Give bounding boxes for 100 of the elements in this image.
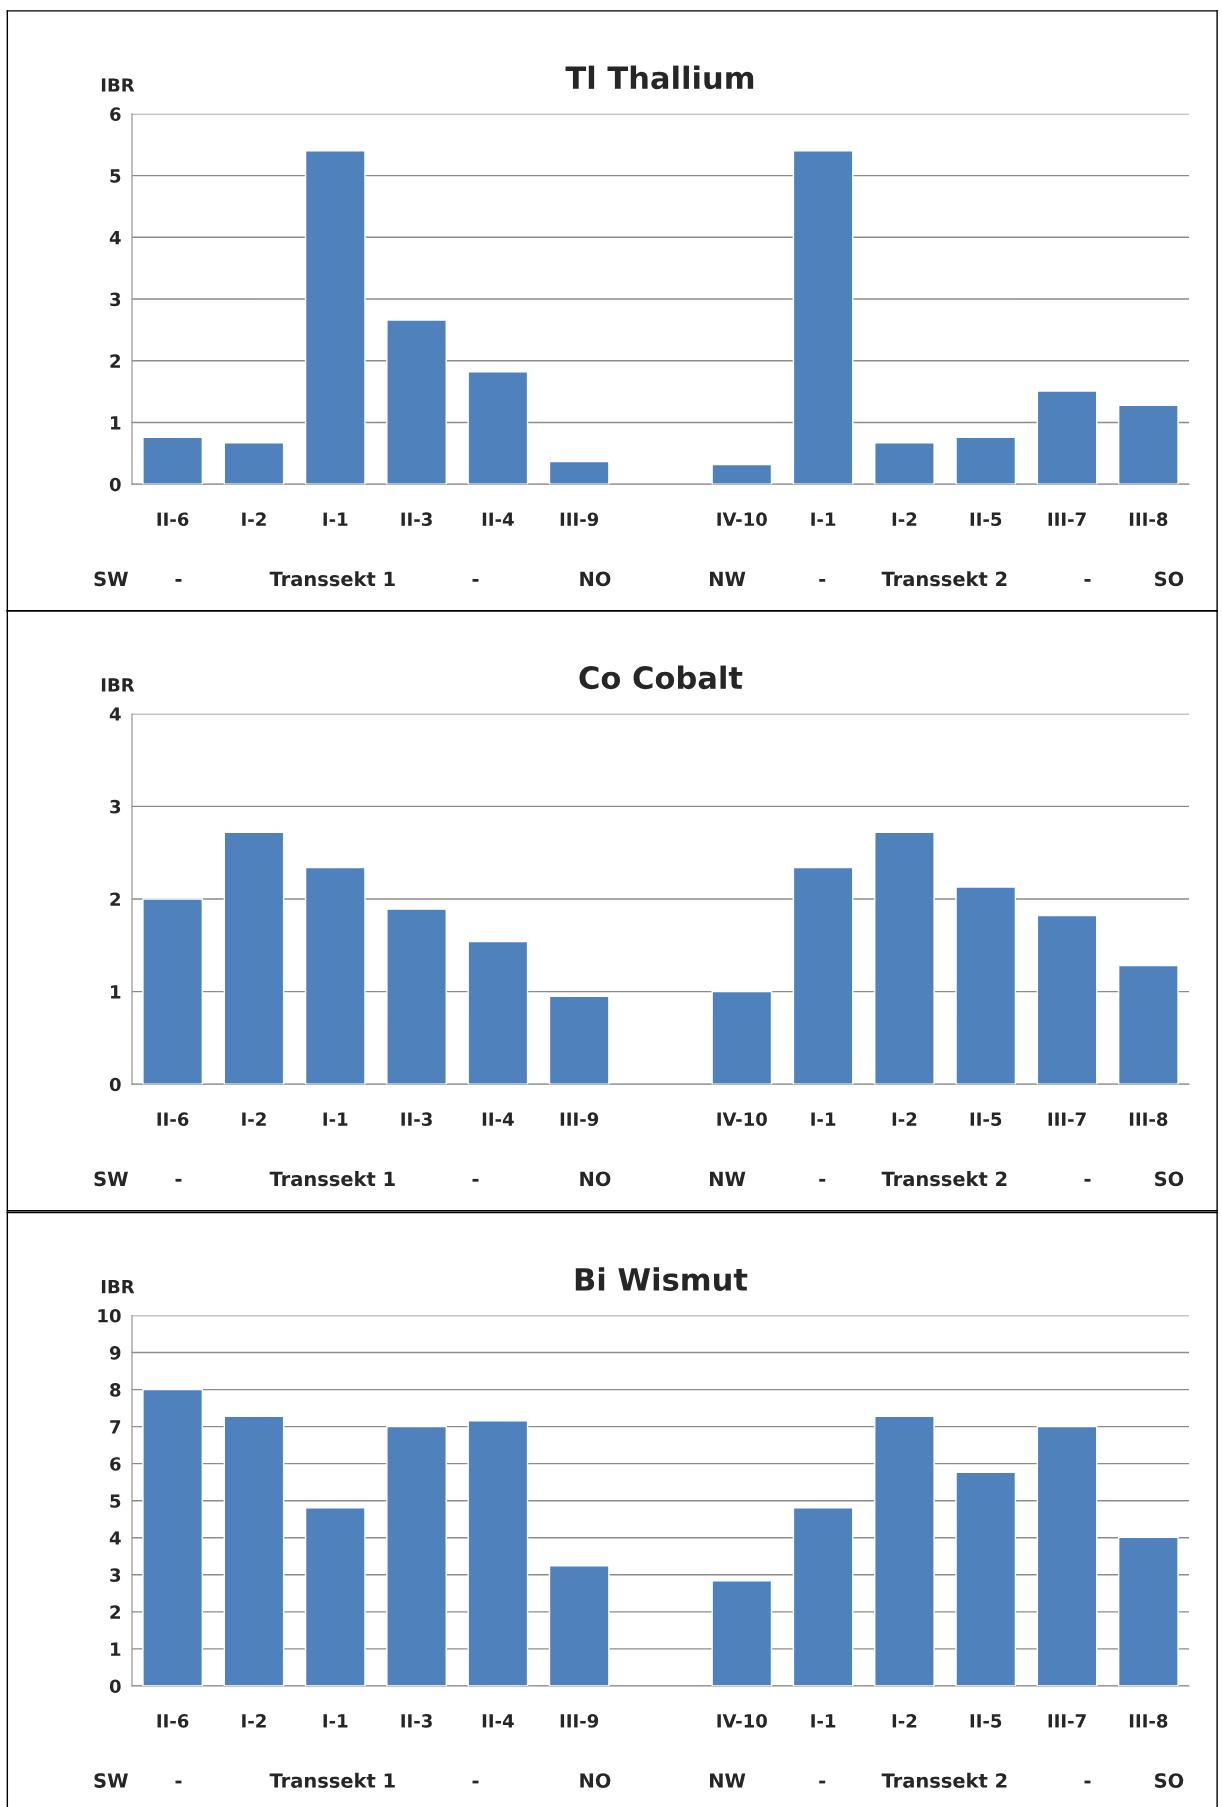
y-tick-label: 5 [110, 169, 121, 183]
x-tick-label: II-5 [970, 512, 1002, 527]
x-tick-label: I-2 [892, 512, 917, 526]
x-tick-label: II-6 [157, 512, 189, 527]
text: SO [1155, 1171, 1184, 1187]
y-tick-label: 8 [110, 1383, 121, 1397]
y-tick-label: 5 [110, 1494, 121, 1508]
bar [1036, 1425, 1098, 1686]
x-tick-label: III-8 [1129, 1714, 1168, 1728]
x-tick-label: I-2 [242, 1112, 266, 1126]
chart-title: Co Cobalt [579, 665, 743, 690]
x-tick-label: II-4 [482, 1112, 514, 1126]
bar [223, 442, 285, 485]
y-axis-title: IBR [101, 1280, 135, 1294]
x-tick-label: III-8 [1129, 1112, 1168, 1126]
bar [142, 436, 204, 485]
x-tick-label: II-5 [970, 1112, 1002, 1126]
x-tick-label: I-1 [811, 1714, 836, 1728]
x-tick-label: IV-10 [717, 1112, 767, 1126]
text: - [1084, 1780, 1091, 1784]
bar [711, 463, 773, 485]
x-tick-label: I-1 [811, 512, 836, 526]
y-tick-label: 6 [110, 1457, 121, 1471]
bar [792, 1507, 854, 1686]
x-tick-label: I-2 [892, 1714, 917, 1728]
x-tick-label: III-9 [560, 1714, 599, 1728]
x-tick-label: III-7 [1048, 1112, 1086, 1126]
text: NW [710, 1773, 746, 1788]
x-tick-label: I-1 [323, 1714, 348, 1728]
chart-title: Bi Wismut [575, 1267, 748, 1291]
bar [142, 1388, 204, 1686]
x-tick-label: I-2 [242, 1714, 266, 1728]
bar [223, 831, 285, 1085]
x-tick-label: II-6 [157, 1112, 189, 1126]
bar [548, 995, 610, 1085]
x-tick-label: II-6 [157, 1714, 189, 1728]
bar [955, 886, 1017, 1085]
x-tick-label: I-2 [242, 512, 266, 526]
bar [711, 1580, 773, 1686]
y-axis-title: IBR [101, 678, 135, 692]
y-tick-label: 2 [110, 354, 120, 368]
y-tick-label: 0 [109, 477, 121, 492]
text: NW [710, 571, 746, 586]
x-tick-label: II-3 [401, 1714, 432, 1728]
text: - [472, 1780, 479, 1784]
bar [467, 1420, 529, 1686]
y-tick-label: 4 [109, 1531, 121, 1545]
x-tick-label: II-4 [482, 512, 514, 526]
y-tick-label: 1 [111, 416, 121, 430]
x-tick-label: II-3 [401, 512, 432, 527]
text: - [819, 578, 826, 582]
x-tick-label: II-5 [970, 1714, 1002, 1728]
bar [1117, 404, 1179, 485]
text: - [175, 1780, 182, 1784]
x-tick-label: III-9 [560, 512, 599, 527]
x-tick-label: III-8 [1129, 512, 1168, 527]
x-tick-label: III-7 [1048, 512, 1086, 526]
y-axis-title: IBR [101, 78, 135, 92]
bar [467, 940, 529, 1085]
y-tick-label: 1 [111, 1642, 121, 1656]
text: - [175, 1178, 182, 1182]
text: SO [1155, 571, 1184, 587]
bar [1117, 1536, 1179, 1686]
x-tick-label: IV-10 [717, 1714, 767, 1728]
text: - [175, 578, 182, 582]
x-tick-label: III-7 [1048, 1714, 1086, 1728]
y-tick-label: 0 [109, 1077, 121, 1092]
y-tick-label: 6 [110, 107, 121, 121]
bar [304, 1507, 366, 1686]
text: - [472, 578, 479, 582]
text: Transsekt 1 [269, 571, 395, 587]
y-tick-label: 3 [110, 1568, 121, 1582]
y-tick-label: 7 [110, 1420, 121, 1434]
y-tick-label: 0 [109, 1679, 121, 1694]
text: Transsekt 2 [881, 1772, 1007, 1788]
bar [711, 990, 773, 1085]
text: Transsekt 2 [881, 1171, 1007, 1187]
text: NO [580, 1773, 611, 1788]
text: SW [94, 1773, 128, 1788]
x-tick-label: II-4 [482, 1714, 514, 1728]
y-tick-label: 3 [110, 799, 121, 814]
bar [467, 371, 529, 485]
y-tick-label: 4 [109, 707, 121, 721]
bar [386, 908, 447, 1085]
text: Transsekt 1 [269, 1171, 395, 1187]
x-tick-label: III-9 [560, 1112, 599, 1126]
x-tick-label: II-3 [401, 1112, 432, 1126]
text: - [819, 1780, 826, 1784]
chart-title: Tl Thallium [565, 65, 754, 90]
bar [792, 150, 854, 485]
text: NO [580, 571, 611, 587]
text: - [1084, 578, 1091, 582]
bar [142, 898, 204, 1085]
y-tick-label: 4 [109, 231, 121, 245]
y-tick-label: 1 [111, 985, 121, 999]
bar [548, 1565, 610, 1686]
text: SO [1155, 1773, 1184, 1788]
y-tick-label: 9 [109, 1346, 121, 1360]
text: NO [580, 1171, 611, 1187]
y-tick-label: 3 [110, 292, 121, 307]
